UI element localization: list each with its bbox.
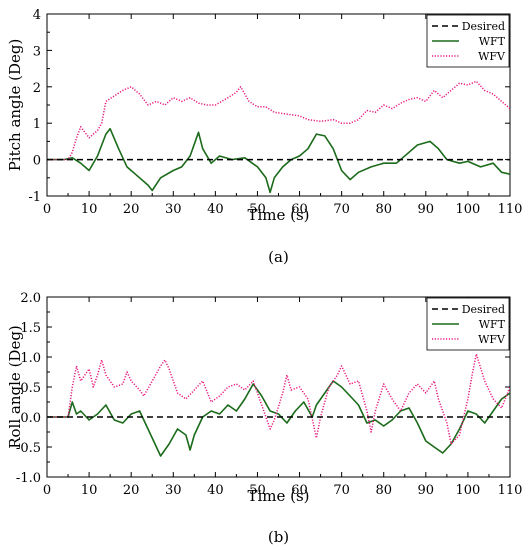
y-tick-label: -1.0 [16, 471, 41, 486]
y-tick-label: -0.5 [16, 441, 41, 456]
legend-label-wft: WFT [479, 35, 506, 48]
x-tick-label: 90 [418, 202, 435, 217]
legend-label-desired: Desired [462, 303, 505, 316]
x-tick-label: 110 [498, 483, 523, 498]
legend-label-wft: WFT [479, 318, 506, 331]
legend-label-wfv: WFV [478, 333, 506, 346]
y-tick-label: 3 [33, 44, 41, 59]
y-axis-title: Pitch angle (Deg) [6, 39, 24, 172]
y-tick-label: -1 [28, 190, 41, 205]
series-group [47, 80, 510, 194]
y-axis-title: Roll angle (Deg) [6, 325, 24, 449]
x-tick-label: 60 [291, 202, 308, 217]
x-tick-label: 80 [375, 202, 392, 217]
y-tick-label: 0 [33, 154, 41, 169]
x-axis-title: Time (s) [247, 487, 309, 505]
x-tick-label: 100 [455, 202, 480, 217]
x-tick-label: 40 [207, 202, 224, 217]
x-tick-label: 70 [333, 483, 350, 498]
x-tick-label: 100 [455, 483, 480, 498]
y-tick-label: 1.5 [20, 321, 41, 336]
x-tick-label: 0 [43, 483, 51, 498]
x-tick-label: 30 [165, 483, 182, 498]
x-tick-label: 10 [81, 483, 98, 498]
y-tick-label: 2.0 [20, 291, 41, 306]
legend-label-desired: Desired [462, 20, 505, 33]
x-tick-label: 0 [43, 202, 51, 217]
x-tick-label: 50 [249, 202, 266, 217]
legend: Desired WFT WFV [426, 14, 510, 68]
x-tick-label: 50 [249, 483, 266, 498]
x-tick-label: 60 [291, 483, 308, 498]
y-tick-label: 2 [33, 81, 41, 96]
y-tick-label: 4 [33, 8, 41, 23]
legend: Desired WFT WFV [426, 297, 510, 351]
series-line-wft [47, 380, 510, 457]
legend-label-wfv: WFV [478, 50, 506, 63]
y-tick-label: 0.0 [20, 411, 41, 426]
x-tick-label: 40 [207, 483, 224, 498]
series-line-wfv [47, 353, 510, 445]
x-tick-label: 30 [165, 202, 182, 217]
panel-caption: (a) [268, 248, 289, 266]
x-tick-label: 20 [123, 483, 140, 498]
series-line-wfv [47, 80, 510, 161]
x-tick-label: 70 [333, 202, 350, 217]
y-tick-label: 1.0 [20, 351, 41, 366]
x-tick-label: 10 [81, 202, 98, 217]
x-tick-label: 90 [418, 483, 435, 498]
series-group [47, 353, 510, 457]
x-axis-title: Time (s) [247, 206, 309, 224]
x-tick-label: 20 [123, 202, 140, 217]
series-line-wft [47, 127, 510, 194]
y-tick-label: 1 [33, 117, 41, 132]
chart-panel-1: 0 10 20 30 40 50 60 70 80 90 100 110 -1.0 -0.5 0.0 0.5 1… [6, 291, 522, 546]
panel-caption: (b) [268, 528, 289, 546]
x-tick-label: 80 [375, 483, 392, 498]
y-tick-label: 0.5 [20, 381, 41, 396]
x-tick-label: 110 [498, 202, 523, 217]
